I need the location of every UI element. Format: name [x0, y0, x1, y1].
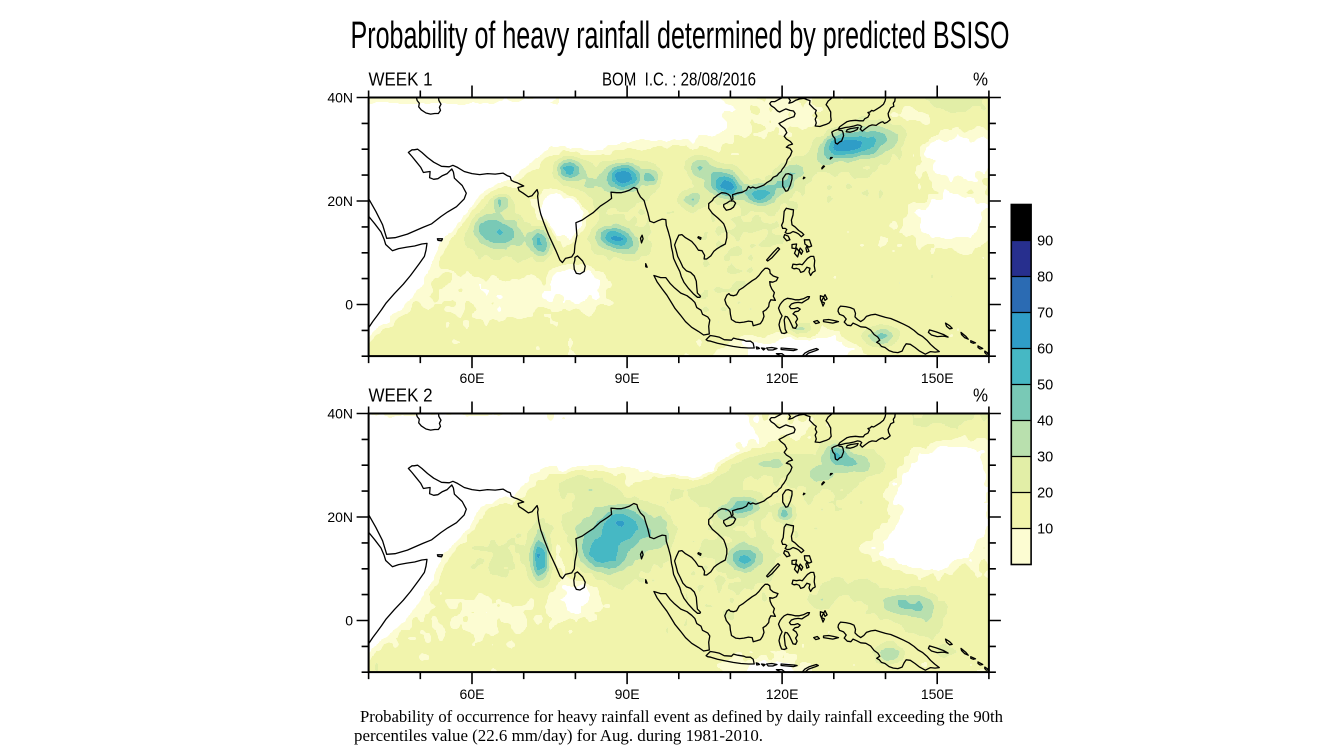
svg-text:70: 70 — [1037, 306, 1053, 322]
svg-text:60: 60 — [1037, 342, 1053, 358]
svg-text:150E: 150E — [921, 370, 954, 386]
svg-text:40: 40 — [1037, 414, 1053, 430]
svg-text:WEEK 1: WEEK 1 — [369, 68, 433, 89]
svg-text:0: 0 — [345, 297, 353, 313]
svg-text:20: 20 — [1037, 486, 1053, 502]
svg-text:60E: 60E — [460, 370, 485, 386]
svg-text:Probability of occurrence for: Probability of occurrence for heavy rain… — [360, 707, 1003, 726]
svg-text:80: 80 — [1037, 270, 1053, 286]
svg-text:Probability of heavy rainfall: Probability of heavy rainfall determined… — [351, 15, 1010, 57]
svg-text:20N: 20N — [327, 193, 353, 209]
svg-text:50: 50 — [1037, 378, 1053, 394]
svg-text:150E: 150E — [921, 686, 954, 702]
svg-text:90E: 90E — [615, 370, 640, 386]
svg-text:percentiles value (22.6 mm/day: percentiles value (22.6 mm/day) for Aug.… — [354, 726, 763, 745]
svg-text:90E: 90E — [615, 686, 640, 702]
svg-text:BOM I.C. : 28/08/2016: BOM I.C. : 28/08/2016 — [602, 68, 756, 89]
svg-text:90: 90 — [1037, 234, 1053, 250]
svg-text:40N: 40N — [327, 90, 353, 106]
svg-text:%: % — [973, 68, 988, 89]
svg-text:20N: 20N — [327, 509, 353, 525]
svg-text:30: 30 — [1037, 450, 1053, 466]
svg-text:WEEK 2: WEEK 2 — [369, 384, 433, 405]
svg-text:60E: 60E — [460, 686, 485, 702]
svg-text:%: % — [973, 384, 988, 405]
svg-text:120E: 120E — [766, 370, 799, 386]
svg-text:0: 0 — [345, 613, 353, 629]
svg-text:10: 10 — [1037, 522, 1053, 538]
svg-text:120E: 120E — [766, 686, 799, 702]
svg-text:40N: 40N — [327, 406, 353, 422]
